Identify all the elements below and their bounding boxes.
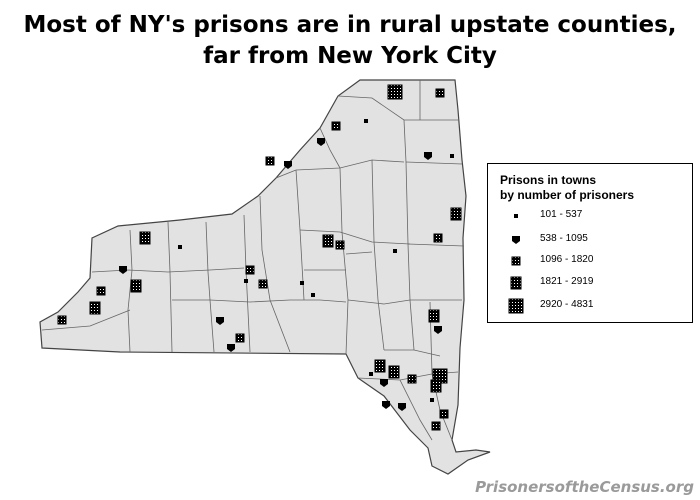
shield-block-icon: [512, 236, 520, 244]
prison-marker: [369, 372, 373, 376]
large-grid-icon: [508, 298, 524, 314]
prison-markers: [57, 84, 462, 431]
prison-marker: [382, 401, 390, 409]
prison-marker: [393, 249, 397, 253]
prison-marker: [431, 421, 441, 431]
prison-marker: [245, 265, 255, 275]
prison-marker: [317, 138, 325, 146]
legend-label: 101 - 537: [540, 209, 583, 220]
prison-marker: [335, 240, 345, 250]
title-line-1: Most of NY's prisons are in rural upstat…: [23, 12, 677, 38]
prison-marker: [235, 333, 245, 343]
prison-marker: [178, 245, 182, 249]
prison-marker: [428, 309, 440, 323]
prison-marker: [374, 359, 386, 373]
prison-marker: [89, 301, 101, 315]
prison-marker: [265, 156, 275, 166]
state-outline: [39, 79, 491, 475]
prison-marker: [435, 88, 445, 98]
medium-grid-icon: [510, 276, 522, 290]
legend-label: 1096 - 1820: [540, 254, 594, 265]
prison-marker: [130, 279, 142, 293]
map-title: Most of NY's prisons are in rural upstat…: [0, 10, 700, 72]
prison-marker: [439, 409, 449, 419]
prison-marker: [387, 84, 403, 100]
prison-marker: [284, 161, 292, 169]
prison-marker: [388, 365, 400, 379]
small-grid-icon: [511, 256, 521, 266]
prison-marker: [430, 398, 434, 402]
prison-marker: [216, 317, 224, 325]
prison-marker: [364, 119, 368, 123]
prison-marker: [119, 266, 127, 274]
prison-marker: [433, 233, 443, 243]
tiny-square-icon: [514, 214, 518, 218]
legend-title-line-2: by number of prisoners: [500, 188, 635, 202]
prison-marker: [407, 374, 417, 384]
prison-marker: [450, 154, 454, 158]
prison-marker: [331, 121, 341, 131]
prison-marker: [398, 403, 406, 411]
prison-marker: [450, 207, 462, 221]
title-line-2: far from New York City: [203, 43, 497, 69]
prison-marker: [258, 279, 268, 289]
legend-row-class-5: 2920 - 4831: [488, 297, 692, 315]
legend-title: Prisons in towns by number of prisoners: [500, 173, 634, 203]
prison-marker: [244, 279, 248, 283]
legend-row-class-1: 101 - 537: [488, 207, 692, 225]
prison-marker: [434, 326, 442, 334]
prison-marker: [311, 293, 315, 297]
legend-title-line-1: Prisons in towns: [500, 173, 597, 187]
legend-label: 1821 - 2919: [540, 276, 594, 287]
prison-marker: [430, 379, 442, 393]
prison-marker: [96, 286, 106, 296]
prison-marker: [57, 315, 67, 325]
legend-row-class-4: 1821 - 2919: [488, 274, 692, 292]
legend-row-class-2: 538 - 1095: [488, 231, 692, 249]
credit-text: PrisonersoftheCensus.org: [475, 478, 694, 496]
prison-marker: [424, 152, 432, 160]
legend-row-class-3: 1096 - 1820: [488, 252, 692, 270]
legend-label: 538 - 1095: [540, 233, 588, 244]
prison-marker: [380, 379, 388, 387]
legend-label: 2920 - 4831: [540, 299, 594, 310]
prison-marker: [139, 231, 151, 245]
legend: Prisons in towns by number of prisoners …: [487, 163, 693, 323]
prison-marker: [322, 234, 334, 248]
prison-marker: [300, 281, 304, 285]
prison-marker: [227, 344, 235, 352]
